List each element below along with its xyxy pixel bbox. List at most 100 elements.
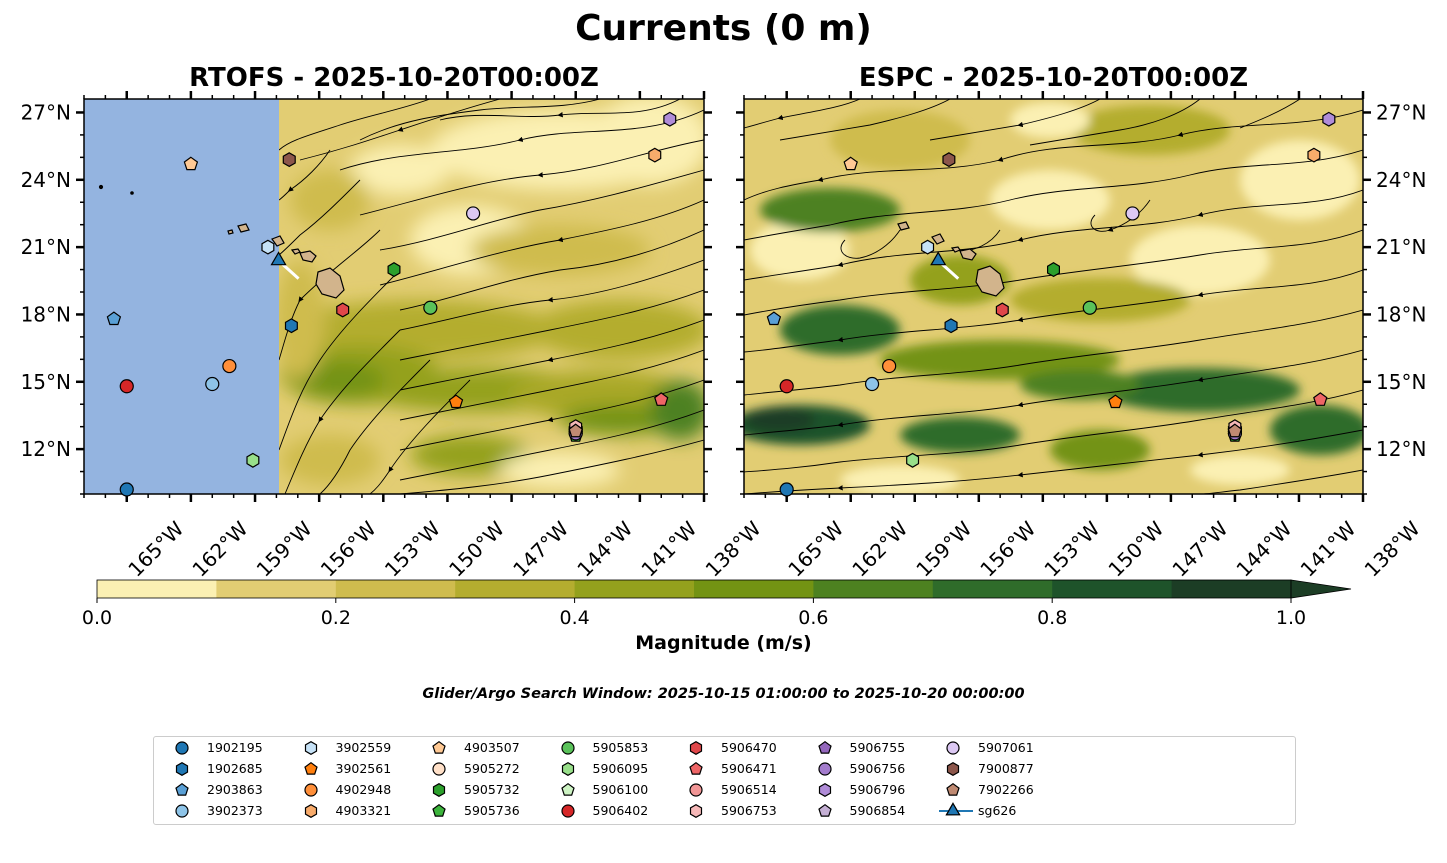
legend-symbol-5906756 [817,762,832,776]
lon-tick-label: 165°W [783,516,848,581]
platform-marker-5905732 [387,262,401,278]
legend-label: 5905272 [464,761,520,776]
platform-marker-5906796 [663,111,677,127]
legend-marker [175,741,189,755]
platform-marker-7902266 [568,423,583,438]
legend-marker [303,761,318,775]
colorbar-label: Magnitude (m/s) [635,632,812,654]
espc-axes-frame [743,98,1364,495]
rtofs-land [98,184,345,299]
legend-label: 7902266 [978,782,1034,797]
legend-symbol-5906100 [560,782,575,796]
legend-symbol-1902685 [175,762,189,776]
legend-marker [175,804,189,818]
legend-label: 5906854 [849,803,906,818]
platform-markers-espc [766,111,1336,497]
colorbar-frame [96,579,1292,599]
platform-marker-1902195 [119,482,134,497]
platform-marker-5906402 [779,379,794,394]
panel-rtofs [83,98,705,495]
legend-label: 5906796 [849,782,906,797]
colorbar-tick-label: 1.0 [1276,607,1306,629]
platform-marker-2903863 [766,311,782,326]
legend: 1902195 1902685 2903863 3902373 3902559 39025… [153,736,1296,825]
legend-marker [304,741,317,755]
legend-marker [817,740,832,754]
lon-tick-label: 159°W [911,516,976,581]
legend-symbol-5905736 [432,803,446,817]
platform-marker-5905853 [1082,300,1097,315]
platform-marker-3902559 [261,239,275,255]
platform-marker-5906095 [246,452,260,468]
lon-tick-label: 147°W [1167,516,1232,581]
colorbar-segment [694,580,814,598]
colorbar-tick-label: 0.4 [559,607,589,629]
lon-tick-label: 150°W [444,516,509,581]
legend-label: 5906470 [721,740,777,755]
lat-tick-label: 27°N [1376,100,1426,124]
colorbar-segment [574,580,695,598]
platform-marker-3902373 [864,376,880,392]
espc-streamlines [744,99,1363,494]
legend-label: 3902559 [335,740,392,755]
legend-marker [432,783,446,797]
platform-marker-3902559 [921,239,935,255]
lon-tick-label: 162°W [187,516,252,581]
colorbar: 0.0 0.2 0.4 0.6 0.8 1.0 [82,579,1352,629]
platform-marker-5906402 [119,379,134,394]
lat-tick-label: 24°N [21,168,71,192]
legend-symbol-5906095 [561,762,574,776]
platform-marker-4902948 [222,358,237,374]
platform-marker-7900877 [282,152,296,168]
platform-marker-4902948 [882,358,897,374]
platform-marker-5906471 [1313,392,1328,406]
platform-marker-5905732 [1046,262,1061,278]
legend-symbol-7902266 [946,782,960,796]
lon-tick-label: 138°W [701,516,766,581]
lon-tick-label: 153°W [380,516,445,581]
platform-marker-1902685 [284,318,298,334]
colorbar-segment [335,580,456,598]
platform-marker-5906095 [906,452,920,468]
legend-marker [689,761,703,775]
platform-marker-5906470 [336,302,350,318]
legend-marker [561,762,574,776]
platform-marker-1902685 [944,318,958,334]
lon-tick-label: 144°W [1231,516,1296,581]
search-window-text: Glider/Argo Search Window: 2025-10-15 01… [422,686,1025,702]
legend-label: 5906753 [721,803,777,818]
colorbar-tick-label: 0.6 [798,607,828,629]
platform-marker-5906471 [654,392,669,406]
lon-tick-label: 159°W [252,516,317,581]
lon-tick-label: 141°W [1296,516,1361,581]
legend-label: 5907061 [978,740,1034,755]
legend-symbol-sg626 [945,802,961,816]
legend-marker [817,762,832,776]
legend-marker [432,762,446,776]
platform-markers-rtofs [106,111,677,497]
lon-tick-label: 138°W [1360,516,1425,581]
legend-label: 5906402 [592,803,649,818]
lat-tick-label: 24°N [1376,168,1426,192]
lat-tick-label: 15°N [1376,370,1426,394]
legend-symbol-2903863 [175,782,189,796]
colorbar-segment [216,580,337,598]
platform-marker-sg626 [270,251,287,266]
legend-label: 5905732 [464,782,520,797]
platform-marker-5905853 [423,300,438,315]
legend-marker [304,804,317,818]
legend-symbol-5905853 [560,741,575,755]
colorbar-tick-label: 0.2 [321,607,351,629]
lon-tick-label: 156°W [316,516,381,581]
legend-symbol-7900877 [946,762,960,776]
lat-tick-label: 15°N [21,370,71,394]
platform-marker-5906796 [1322,111,1336,127]
legend-marker [946,762,960,776]
platform-marker-2903863 [106,311,122,326]
legend-marker [432,740,446,754]
legend-symbol-5905732 [432,783,446,797]
figure-title: Currents (0 m) [575,8,872,49]
colorbar-tick-label: 0.8 [1037,607,1067,629]
legend-label: 4902948 [335,782,392,797]
legend-marker [560,804,575,818]
